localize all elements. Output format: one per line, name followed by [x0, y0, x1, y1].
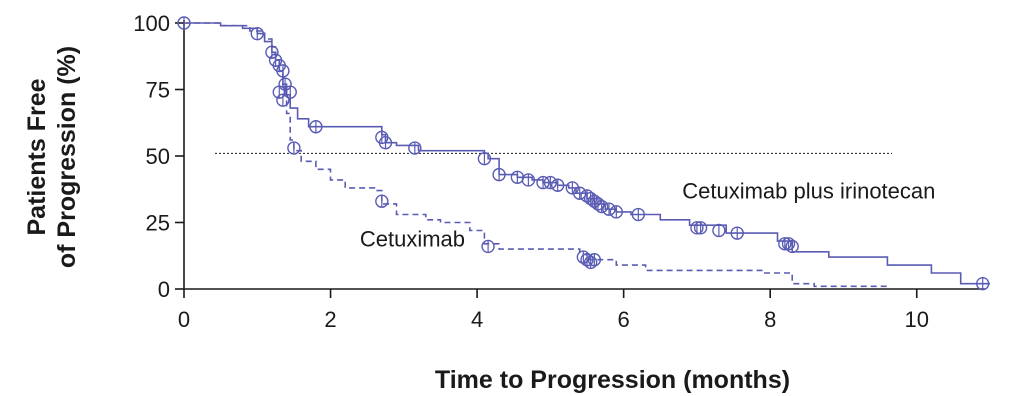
censor-marker [693, 221, 708, 235]
x-tick-label: 2 [324, 307, 336, 332]
censor-marker [492, 167, 506, 182]
censor-marker [781, 237, 796, 251]
censor-marker [276, 93, 290, 107]
censor-marker [609, 205, 624, 219]
censor-marker [594, 199, 609, 214]
series-label: Cetuximab plus irinotecan [682, 179, 935, 204]
censor-marker [375, 194, 389, 208]
x-tick-label: 4 [471, 307, 483, 332]
y-axis-title: Patients Freeof Progression (%) [23, 46, 81, 268]
y-tick-label: 0 [158, 277, 170, 302]
y-tick-label: 75 [146, 78, 170, 103]
censor-marker [283, 85, 297, 99]
censor-marker [550, 178, 565, 192]
censor-marker [572, 186, 587, 200]
censor-marker [631, 207, 646, 222]
series-2 [184, 22, 888, 288]
y-tick-label: 50 [146, 144, 170, 169]
censor-marker [543, 175, 558, 190]
x-axis-title: Time to Progression (months) [435, 366, 790, 394]
y-tick-label: 100 [133, 11, 170, 36]
censor-marker [602, 202, 616, 216]
censor-marker [521, 173, 536, 187]
censor-marker [309, 120, 323, 134]
x-tick-label: 0 [178, 307, 190, 332]
censor-marker [536, 175, 550, 190]
series-label: Cetuximab [360, 226, 465, 251]
x-tick-label: 6 [618, 307, 630, 332]
y-axis-title-line: of Progression (%) [53, 46, 81, 268]
censor-marker [477, 151, 492, 166]
series-group [177, 16, 990, 291]
censor-marker [591, 197, 605, 211]
censor-marker [250, 26, 264, 41]
x-tick-label: 10 [905, 307, 929, 332]
y-axis-title-line: Patients Free [23, 78, 51, 235]
censor-marker [481, 239, 495, 254]
censor-marker [408, 141, 422, 155]
y-tick-label: 25 [146, 211, 170, 236]
censor-marker [580, 253, 594, 267]
labels-group: Cetuximab plus irinotecan Cetuximab [360, 179, 936, 252]
axes: 0 25 50 75 100 0 2 4 6 8 10 Time to Progression (mo… [23, 11, 985, 394]
censor-marker [712, 223, 726, 238]
censor-marker [587, 253, 602, 267]
censor-marker [785, 239, 799, 254]
series-line [184, 22, 888, 288]
censor-marker [975, 276, 990, 291]
censor-marker [730, 226, 744, 240]
censor-marker [378, 135, 393, 150]
x-tick-label: 8 [764, 307, 776, 332]
censor-marker [583, 255, 598, 270]
censor-marker [287, 141, 301, 155]
